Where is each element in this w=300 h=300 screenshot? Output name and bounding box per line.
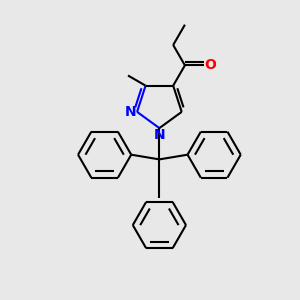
Text: O: O bbox=[205, 58, 217, 72]
Text: N: N bbox=[154, 128, 166, 142]
Text: N: N bbox=[124, 105, 136, 119]
